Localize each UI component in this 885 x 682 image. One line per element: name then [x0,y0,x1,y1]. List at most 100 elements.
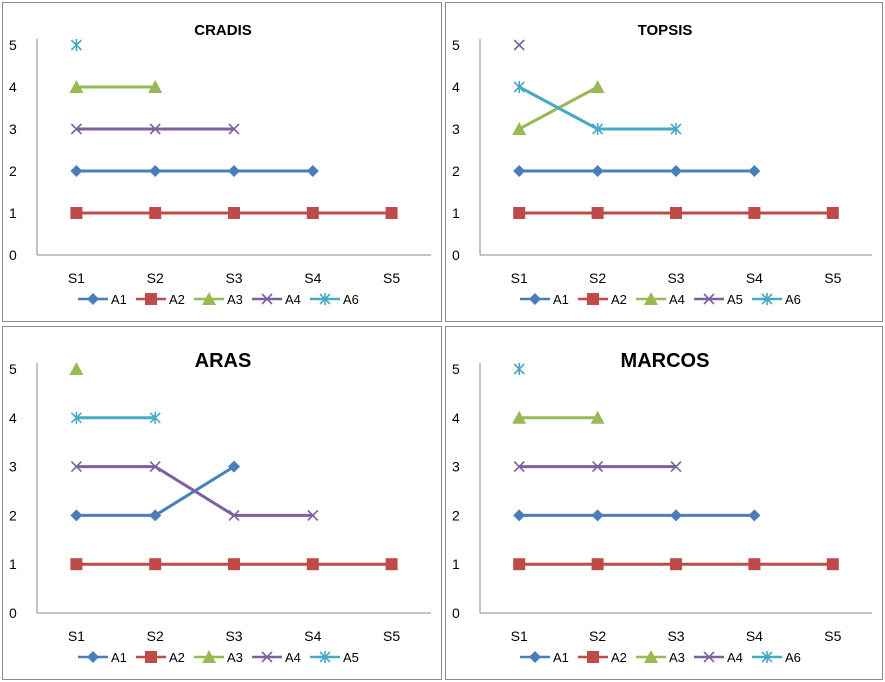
legend-marker [761,293,773,305]
legend-marker [587,293,599,305]
y-tick-label: 3 [9,459,17,475]
y-tick-label: 4 [452,410,460,426]
data-point-a1 [306,165,319,177]
legend-item-a4: A4 [252,292,301,307]
legend-item-a4: A4 [694,650,743,665]
x-tick-label: S2 [147,628,164,644]
legend-label: A1 [111,292,127,307]
legend-label: A5 [343,650,359,665]
data-point-a1 [70,509,83,522]
data-point-a4 [149,123,161,135]
series-line-a6 [518,85,676,131]
data-point-a6 [592,123,604,135]
data-point-a3 [590,410,605,424]
legend-marker [587,651,599,663]
x-tick-label: S4 [746,270,763,286]
data-point-a1 [670,165,682,177]
data-point-a2 [670,207,682,219]
data-point-a2 [670,558,682,571]
y-tick-label: 5 [452,37,460,53]
y-tick-label: 5 [9,37,17,53]
y-tick-label: 3 [452,459,460,475]
legend-item-a5: A5 [310,650,359,665]
data-point-a2 [826,558,839,571]
x-tick-label: S3 [225,270,242,286]
legend-marker [761,651,773,663]
legend-marker [202,650,216,663]
legend-label: A6 [785,292,801,307]
data-point-a4 [592,461,604,473]
legend-item-a2: A2 [578,650,627,665]
legend-label: A2 [169,292,185,307]
legend-item-a4: A4 [636,292,685,307]
legend-marker [87,293,99,305]
legend-item-a1: A1 [520,292,569,307]
y-tick-label: 1 [9,556,17,572]
y-tick-label: 4 [9,410,17,426]
data-point-a1 [513,509,526,522]
x-tick-label: S2 [589,628,606,644]
x-tick-label: S3 [667,270,684,286]
y-tick-label: 1 [452,556,460,572]
x-tick-label: S1 [68,628,85,644]
y-tick-label: 2 [9,163,17,179]
legend-item-a6: A6 [752,650,801,665]
legend-item-a4: A4 [252,650,301,665]
legend-label: A3 [227,650,243,665]
data-point-a2 [228,207,240,219]
legend-marker [529,293,541,305]
y-tick-label: 4 [9,79,17,95]
x-tick-label: S3 [225,628,242,644]
chart-svg: CRADIS 0 1 2 3 4 5 S1 S2 S3 S4 S5 A1 A2 A3 A4 A6 [9,22,431,307]
legend-item-a2: A2 [136,292,185,307]
x-tick-label: S3 [667,628,684,644]
data-point-a6 [670,123,682,135]
y-tick-label: 3 [452,121,460,137]
x-tick-label: S2 [589,270,606,286]
data-point-a2 [306,207,319,219]
legend-label: A3 [669,650,685,665]
data-point-a1 [149,165,162,177]
data-point-a4 [228,123,240,135]
y-tick-label: 1 [452,205,460,221]
chart-title: MARCOS [621,350,710,372]
legend-label: A1 [111,650,127,665]
chart-panel-aras: ARAS 0 1 2 3 4 5 S1 S2 S3 S4 S5 A1 A2 A3 A4 A5 [2,326,442,680]
data-point-a2 [748,207,761,219]
data-point-a4 [513,461,525,473]
y-tick-label: 4 [452,79,460,95]
x-tick-label: S5 [383,628,400,644]
y-tick-label: 5 [9,361,17,377]
legend-label: A4 [727,650,743,665]
data-point-a2 [385,207,398,219]
y-tick-label: 0 [9,247,17,263]
data-point-a5 [70,411,82,424]
chart-panel-topsis: TOPSIS 0 1 2 3 4 5 S1 S2 S3 S4 S5 A1 A2 A4 A5 A6 [445,2,883,322]
data-point-a1 [748,509,761,522]
data-point-a1 [228,460,240,473]
data-point-a5 [513,39,525,51]
data-point-a2 [385,558,398,571]
data-point-a4 [307,509,319,521]
data-point-a1 [591,509,604,522]
chart-panel-cradis: CRADIS 0 1 2 3 4 5 S1 S2 S3 S4 S5 A1 A2 A3 A4 A6 [2,2,442,322]
legend-label: A5 [727,292,743,307]
legend-item-a6: A6 [310,292,359,307]
data-point-a6 [513,363,525,375]
data-point-a2 [149,558,162,571]
data-point-a6 [513,81,525,93]
x-tick-label: S4 [304,270,321,286]
chart-title: CRADIS [194,22,252,39]
data-point-a3 [69,80,84,93]
data-point-a2 [306,558,319,571]
legend-marker [644,292,658,305]
y-tick-label: 1 [9,205,17,221]
legend-label: A3 [227,292,243,307]
data-point-a5 [149,411,161,424]
data-point-a2 [591,207,604,219]
data-point-a4 [590,80,605,93]
data-point-a4 [670,461,682,473]
legend-marker [261,293,273,305]
data-point-a6 [70,39,82,51]
